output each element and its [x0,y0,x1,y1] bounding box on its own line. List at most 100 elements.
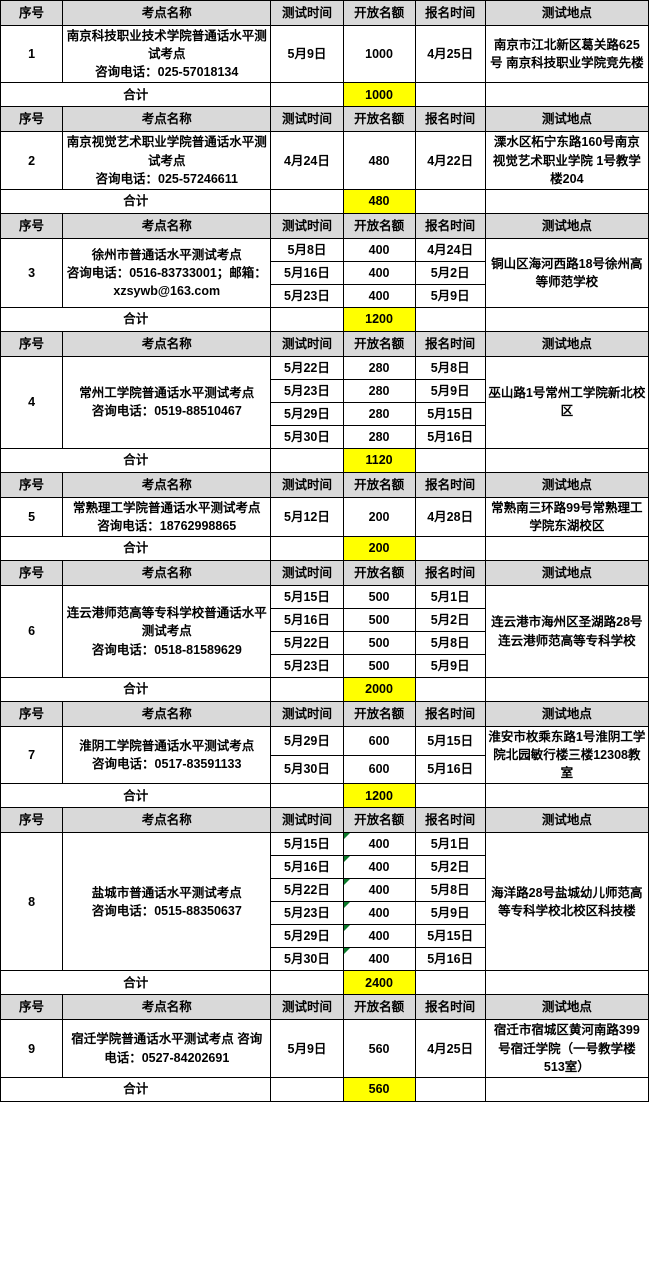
total-label: 合计 [0,188,272,214]
total-row: 合计 1200 [0,783,649,809]
registration-date: 5月1日 [414,585,486,609]
test-date: 5月30日 [270,947,344,972]
total-reg-spacer [414,188,486,214]
header-col-quota: 开放名额 [342,330,416,357]
header-col-registration-date: 报名时间 [414,471,486,498]
header-col-index: 序号 [0,471,64,498]
test-location: 南京市江北新区葛关路625号 南京科技职业学院竞先楼 [484,24,649,84]
header-col-site-name: 考点名称 [62,212,272,239]
header-col-quota: 开放名额 [342,807,416,834]
table-header-row: 序号 考点名称 测试时间 开放名额 报名时间 测试地点 [0,807,649,834]
total-date-spacer [270,970,344,996]
site-index: 8 [0,832,64,972]
open-quota: 400 [342,855,416,880]
header-col-site-name: 考点名称 [62,106,272,133]
open-quota: 500 [342,608,416,632]
registration-date: 5月15日 [414,726,486,756]
test-date: 4月24日 [270,131,344,190]
site-index: 9 [0,1019,64,1078]
table-header-row: 序号 考点名称 测试时间 开放名额 报名时间 测试地点 [0,106,649,133]
header-col-index: 序号 [0,701,64,727]
site-index: 7 [0,725,64,785]
header-col-location: 测试地点 [484,330,649,357]
test-location: 海洋路28号盐城幼儿师范高等专科学校北校区科技楼 [484,832,649,972]
table-row: 5月23日 400 5月9日 [1,901,649,926]
total-row: 合计 1000 [0,82,649,108]
registration-date: 5月9日 [414,283,486,308]
open-quota: 480 [342,131,416,190]
test-location: 铜山区海河西路18号徐州高等师范学校 [484,237,649,308]
header-col-registration-date: 报名时间 [414,0,486,26]
total-row: 合计 1120 [0,447,649,473]
table-row: 5月30日 280 5月16日 [1,424,649,449]
site-name: 常州工学院普通话水平测试考点 咨询电话：0519-88510467 [62,355,272,449]
header-col-test-date: 测试时间 [270,701,344,727]
header-col-index: 序号 [0,560,64,586]
registration-date: 5月9日 [414,378,486,403]
total-location-spacer [484,970,649,996]
table-row: 5月23日 400 5月9日 [1,283,649,308]
site-name: 徐州市普通话水平测试考点 咨询电话：0516-83733001；邮箱：xzsywb… [62,237,272,308]
test-location: 常熟南三环路99号常熟理工学院东湖校区 [484,496,649,538]
test-date: 5月16日 [270,608,344,632]
total-location-spacer [484,677,649,702]
total-quota: 1000 [342,82,416,108]
header-col-location: 测试地点 [484,560,649,586]
header-col-index: 序号 [0,807,64,834]
test-date: 5月22日 [270,631,344,655]
open-quota: 500 [342,585,416,609]
header-col-site-name: 考点名称 [62,560,272,586]
test-location: 宿迁市宿城区黄河南路399号宿迁学院（一号教学楼513室） [484,1019,649,1078]
test-date: 5月8日 [270,237,344,262]
table-header-row: 序号 考点名称 测试时间 开放名额 报名时间 测试地点 [0,212,649,239]
registration-date: 5月16日 [414,754,486,785]
test-date: 5月23日 [270,901,344,926]
total-location-spacer [484,82,649,108]
table-row: 5月16日 400 5月2日 [1,260,649,285]
total-row: 合计 2000 [0,677,649,702]
header-col-index: 序号 [0,994,64,1021]
header-col-index: 序号 [0,330,64,357]
registration-date: 5月9日 [414,901,486,926]
test-date: 5月29日 [270,726,344,756]
registration-date: 5月8日 [414,631,486,655]
header-col-location: 测试地点 [484,106,649,133]
test-date: 5月16日 [270,260,344,285]
open-quota: 400 [342,924,416,949]
table-row: 5 常熟理工学院普通话水平测试考点 咨询电话：18762998865 5月12日 200… [0,496,649,538]
total-date-spacer [270,188,344,214]
test-location: 巫山路1号常州工学院新北校区 [484,355,649,449]
registration-date: 5月2日 [414,608,486,632]
site-index: 3 [0,237,64,308]
header-col-test-date: 测试时间 [270,471,344,498]
open-quota: 600 [342,754,416,785]
total-row: 合计 560 [0,1076,649,1102]
open-quota: 500 [342,631,416,655]
open-quota: 280 [342,424,416,449]
total-quota: 2400 [342,970,416,996]
registration-date: 5月2日 [414,260,486,285]
header-col-test-date: 测试时间 [270,330,344,357]
registration-date: 5月16日 [414,424,486,449]
table-row: 5月30日 600 5月16日 [1,754,649,785]
table-header-row: 序号 考点名称 测试时间 开放名额 报名时间 测试地点 [0,560,649,586]
total-quota: 480 [342,188,416,214]
registration-date: 4月25日 [414,24,486,84]
open-quota: 560 [342,1019,416,1078]
header-col-site-name: 考点名称 [62,994,272,1021]
total-location-spacer [484,447,649,473]
header-col-site-name: 考点名称 [62,330,272,357]
registration-date: 5月2日 [414,855,486,880]
test-date: 5月12日 [270,496,344,538]
table-row: 5月29日 400 5月15日 [1,924,649,949]
table-row: 4 常州工学院普通话水平测试考点 咨询电话：0519-88510467 5月22日 28… [0,355,649,449]
total-label: 合计 [0,447,272,473]
total-quota: 1200 [342,783,416,809]
header-col-site-name: 考点名称 [62,701,272,727]
header-col-test-date: 测试时间 [270,994,344,1021]
table-row: 3 徐州市普通话水平测试考点 咨询电话：0516-83733001；邮箱：xzsyw… [0,237,649,308]
site-index: 2 [0,131,64,190]
table-row: 5月23日 500 5月9日 [1,654,649,678]
open-quota: 400 [342,832,416,857]
total-reg-spacer [414,783,486,809]
